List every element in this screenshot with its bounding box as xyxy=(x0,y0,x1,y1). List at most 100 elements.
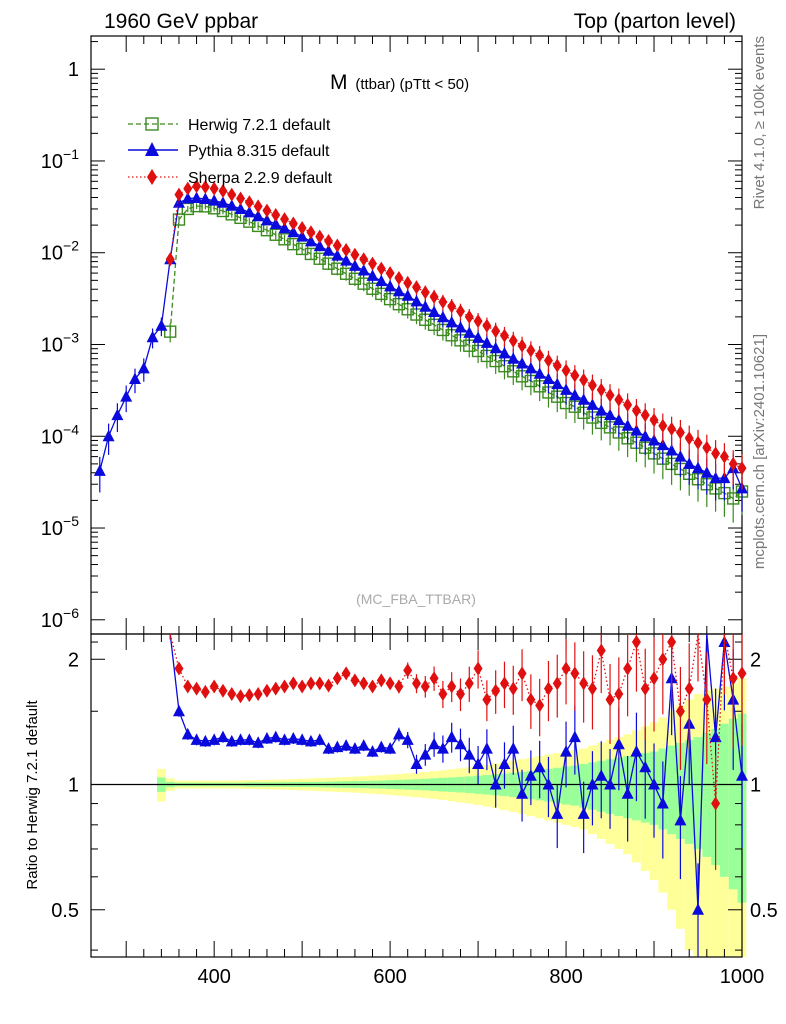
ratio-point-0 xyxy=(516,787,529,799)
ratio-point-1 xyxy=(473,661,483,676)
ratio-point-1 xyxy=(244,688,254,703)
ratio-point-1 xyxy=(420,679,430,694)
ratio-point-0 xyxy=(489,778,502,790)
legend-entry-pythia: Pythia 8.315 default xyxy=(128,142,330,160)
series-point-2 xyxy=(464,309,474,324)
ratio-point-0 xyxy=(648,778,661,790)
legend: Herwig 7.2.1 default Pythia 8.315 defaul… xyxy=(128,117,333,187)
series-point-2 xyxy=(218,184,228,199)
series-point-0 xyxy=(269,228,282,241)
series-point-2 xyxy=(587,378,597,393)
series-point-1 xyxy=(190,191,203,203)
ratio-point-1 xyxy=(385,676,395,691)
ratio-ytick-label-left: 0.5 xyxy=(51,900,79,922)
ratio-point-1 xyxy=(684,681,694,696)
ratio-point-0 xyxy=(322,742,335,754)
ratio-point-1 xyxy=(315,676,325,691)
ytick-exp: −2 xyxy=(63,238,79,254)
series-point-1 xyxy=(252,209,265,222)
ratio-point-0 xyxy=(472,757,485,770)
series-point-1 xyxy=(348,259,361,271)
series-point-1 xyxy=(639,429,652,442)
series-point-2 xyxy=(165,252,175,267)
series-point-1 xyxy=(331,249,344,261)
ratio-point-0 xyxy=(190,733,203,745)
ratio-point-0 xyxy=(199,734,212,747)
series-point-1 xyxy=(568,388,581,401)
legend-marker-pythia xyxy=(145,142,159,156)
ratio-point-0 xyxy=(296,733,309,745)
ratio-point-0 xyxy=(524,769,537,781)
ratio-point-1 xyxy=(596,643,606,658)
xtick-label: 400 xyxy=(197,966,230,988)
ratio-point-1 xyxy=(403,663,413,678)
series-point-2 xyxy=(455,304,465,319)
series-point-2 xyxy=(438,295,448,310)
ytick-base: 10 xyxy=(41,151,63,173)
series-point-2 xyxy=(403,275,413,290)
series-point-0 xyxy=(163,325,177,338)
series-point-1 xyxy=(604,408,617,421)
ratio-point-0 xyxy=(736,769,748,781)
legend-entry-sherpa: Sherpa 2.2.9 default xyxy=(128,169,333,187)
ytick-exp: −1 xyxy=(63,146,79,162)
series-point-2 xyxy=(552,358,562,373)
series-point-2 xyxy=(543,353,553,368)
series-point-1 xyxy=(656,438,669,451)
series-point-1 xyxy=(146,330,159,343)
ratio-point-0 xyxy=(392,727,405,740)
series-point-1 xyxy=(498,346,511,359)
plot-title-sub: (ttbar) (pTtt < 50) xyxy=(355,76,469,93)
ratio-point-0 xyxy=(419,748,432,760)
series-point-2 xyxy=(728,456,738,471)
ratio-point-1 xyxy=(482,692,492,707)
ytick-base: 10 xyxy=(41,426,63,448)
ratio-point-0 xyxy=(595,769,608,781)
series-point-1 xyxy=(392,284,405,297)
ratio-point-0 xyxy=(604,778,617,790)
ratio-point-0 xyxy=(260,731,273,744)
series-point-1 xyxy=(648,433,661,446)
series-point-1 xyxy=(524,361,537,374)
series-point-1 xyxy=(313,239,326,252)
ratio-point-1 xyxy=(271,681,281,696)
ratio-point-0 xyxy=(568,730,581,743)
main-ytick-label: 10−5 xyxy=(41,513,79,540)
ratio-point-1 xyxy=(552,676,562,691)
ratio-point-0 xyxy=(410,757,423,770)
ratio-point-1 xyxy=(455,687,465,702)
series-point-2 xyxy=(640,408,650,423)
series-point-2 xyxy=(658,418,668,433)
ratio-point-0 xyxy=(287,731,300,744)
ratio-point-1 xyxy=(429,671,439,686)
series-point-1 xyxy=(665,443,678,456)
series-point-1 xyxy=(260,213,273,226)
ratio-point-0 xyxy=(234,733,247,745)
ratio-point-0 xyxy=(463,748,476,760)
series-point-2 xyxy=(623,397,633,412)
ratio-point-1 xyxy=(262,683,272,698)
ratio-point-1 xyxy=(183,679,193,694)
series-point-1 xyxy=(577,393,590,405)
legend-marker-sherpa xyxy=(147,169,157,185)
ratio-point-0 xyxy=(445,730,458,743)
ratio-point-0 xyxy=(586,778,599,790)
ratio-point-1 xyxy=(376,673,386,688)
series-point-1 xyxy=(709,471,722,484)
series-point-2 xyxy=(209,181,219,196)
ratio-point-1 xyxy=(561,661,571,676)
series-point-1 xyxy=(102,429,115,442)
series-point-1 xyxy=(340,254,353,266)
ratio-point-1 xyxy=(737,666,747,681)
ratio-point-0 xyxy=(348,742,361,754)
series-point-1 xyxy=(199,192,212,204)
series-point-1 xyxy=(234,202,247,214)
series-point-2 xyxy=(517,338,527,353)
ratio-point-1 xyxy=(280,679,290,694)
series-point-2 xyxy=(332,238,342,253)
ratio-point-1 xyxy=(297,679,307,694)
ratio-point-1 xyxy=(200,684,210,699)
ratio-point-0 xyxy=(366,745,379,757)
ytick-base: 10 xyxy=(41,334,63,356)
